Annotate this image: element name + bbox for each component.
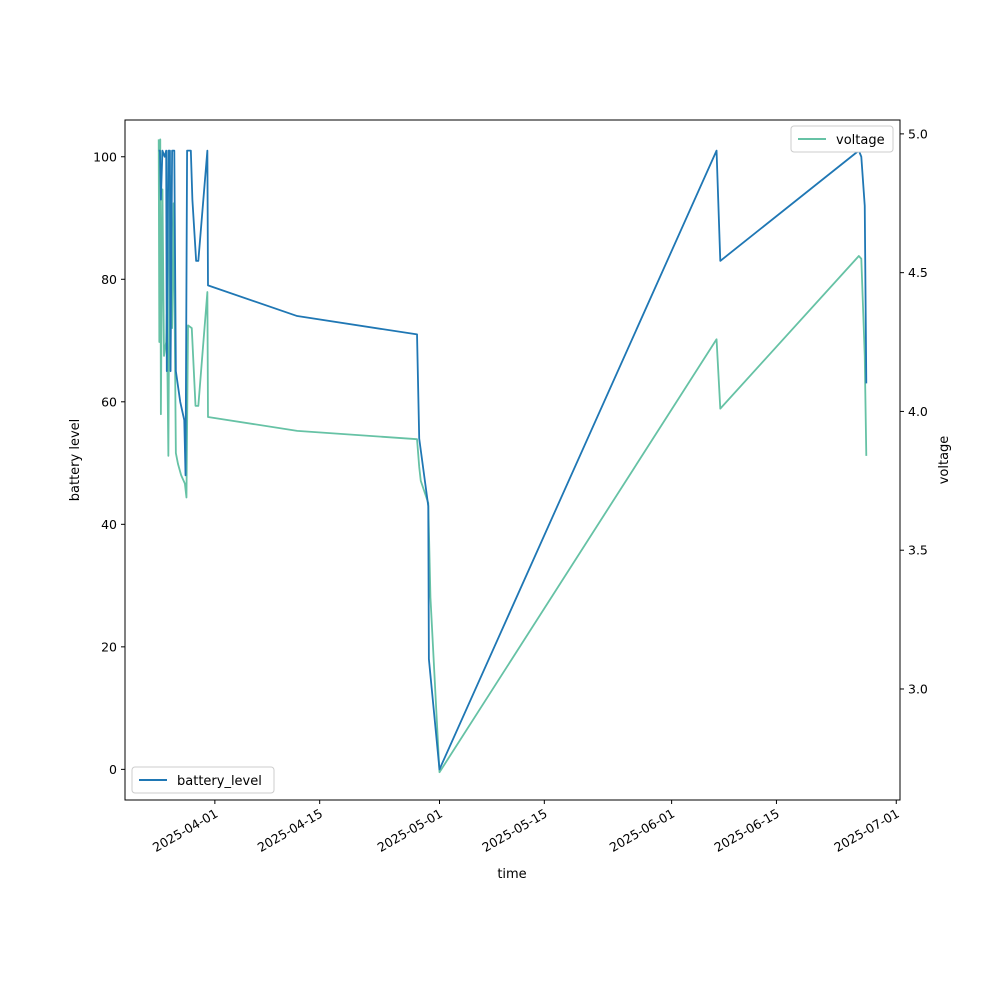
y2-tick-label: 3.0 [908,681,928,696]
y-axis-left: 0 20 40 60 80 100 [93,149,125,777]
y-tick-label: 80 [101,272,117,287]
y-tick-label: 0 [109,762,117,777]
y-tick-label: 20 [101,639,117,654]
legend-voltage-label: voltage [836,133,885,148]
y2-tick-label: 5.0 [908,126,928,141]
y-tick-label: 60 [101,394,117,409]
y2-tick-label: 4.5 [908,265,928,280]
y-tick-label: 40 [101,517,117,532]
legend-voltage: voltage [790,125,894,153]
y2-axis-label: voltage [937,436,952,485]
series-layer [157,138,868,774]
legend-battery-level-box [131,766,275,794]
legend-voltage-box [790,125,894,153]
series-line-voltage [157,138,868,774]
x-axis-label: time [497,867,526,882]
legend-battery-level: battery_level [131,766,275,794]
legend-battery-level-label: battery_level [177,774,262,789]
y2-tick-label: 3.5 [908,543,928,558]
y-axis-label: battery level [68,419,83,502]
y2-tick-label: 4.0 [908,404,928,419]
series-line-battery-level [158,149,868,771]
y-axis-right: 3.0 3.5 4.0 4.5 5.0 [900,126,928,696]
y-tick-label: 100 [93,149,117,164]
plot-frame [124,119,901,801]
